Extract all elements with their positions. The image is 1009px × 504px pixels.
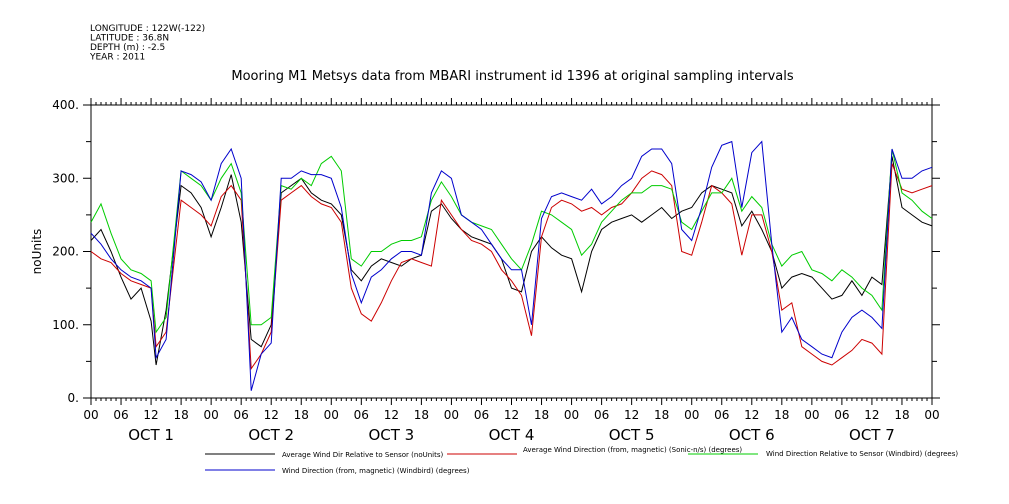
x-tick-label: 18	[774, 408, 789, 422]
chart-title: Mooring M1 Metsys data from MBARI instru…	[231, 69, 793, 84]
legend-label: Wind Direction Relative to Sensor (Windb…	[766, 450, 958, 458]
legend: Average Wind Dir Relative to Sensor (noU…	[205, 446, 958, 475]
x-tick-label: 12	[504, 408, 519, 422]
day-label: OCT 1	[128, 426, 174, 444]
day-label: OCT 3	[368, 426, 414, 444]
x-tick-label: 18	[414, 408, 429, 422]
meta-line: LONGITUDE : 122W(-122)	[90, 24, 205, 34]
y-tick-label: 0.	[68, 391, 79, 405]
x-tick-label: 00	[924, 408, 939, 422]
day-label: OCT 4	[489, 426, 535, 444]
x-tick-label: 06	[474, 408, 489, 422]
series-line-2	[90, 163, 933, 371]
x-tick-label: 12	[744, 408, 759, 422]
legend-label: Average Wind Dir Relative to Sensor (noU…	[282, 451, 443, 459]
day-label: OCT 5	[609, 426, 655, 444]
legend-label: Average Wind Direction (from, magnetic) …	[523, 446, 742, 454]
x-tick-label: 12	[143, 408, 158, 422]
series-line-1	[90, 156, 933, 366]
day-label: OCT 6	[729, 426, 775, 444]
day-label: OCT 2	[248, 426, 294, 444]
x-tick-label: 00	[204, 408, 219, 422]
x-tick-label: 12	[264, 408, 279, 422]
day-label: OCT 7	[849, 426, 895, 444]
x-tick-label: 18	[294, 408, 309, 422]
meta-line: LATITUDE : 36.8N	[90, 34, 169, 44]
x-tick-label: 06	[594, 408, 609, 422]
axis-ticks: 0. 100. 200. 300. 400. 00 06 12 18 00 06 12 18 00 06 12…	[52, 98, 940, 444]
y-tick-label: 300.	[52, 171, 79, 185]
x-tick-label: 12	[864, 408, 879, 422]
x-tick-label: 00	[684, 408, 699, 422]
y-axis-label: noUnits	[30, 229, 44, 275]
plot-frame	[90, 104, 933, 399]
y-tick-label: 400.	[52, 98, 79, 112]
meta-line: DEPTH (m) : -2.5	[90, 43, 165, 53]
x-tick-label: 06	[714, 408, 729, 422]
x-tick-label: 18	[894, 408, 909, 422]
series-line-4	[90, 140, 933, 391]
series-line-3	[90, 148, 933, 334]
x-tick-label: 18	[534, 408, 549, 422]
x-tick-label: 00	[324, 408, 339, 422]
x-tick-label: 06	[354, 408, 369, 422]
x-tick-label: 06	[113, 408, 128, 422]
legend-label: Wind Direction (from, magnetic) (Windbir…	[282, 467, 470, 475]
x-tick-label: 12	[384, 408, 399, 422]
y-tick-label: 200.	[52, 245, 79, 259]
x-tick-label: 00	[804, 408, 819, 422]
x-tick-label: 00	[83, 408, 98, 422]
x-tick-label: 12	[624, 408, 639, 422]
x-tick-label: 18	[173, 408, 188, 422]
x-tick-label: 06	[834, 408, 849, 422]
x-tick-label: 00	[444, 408, 459, 422]
meta-line: YEAR : 2011	[89, 53, 145, 63]
x-tick-label: 00	[564, 408, 579, 422]
x-tick-label: 06	[234, 408, 249, 422]
y-tick-label: 100.	[52, 318, 79, 332]
metadata-block: LONGITUDE : 122W(-122)LATITUDE : 36.8NDE…	[89, 24, 205, 63]
series-group	[90, 140, 933, 391]
x-tick-label: 18	[654, 408, 669, 422]
